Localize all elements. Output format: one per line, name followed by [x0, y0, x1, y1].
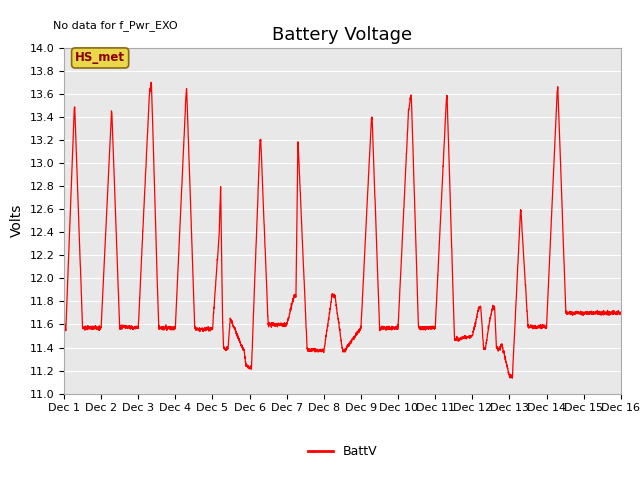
Text: HS_met: HS_met: [75, 51, 125, 64]
Legend: BattV: BattV: [303, 440, 382, 463]
Text: No data for f_Pwr_EXO: No data for f_Pwr_EXO: [53, 20, 177, 31]
Y-axis label: Volts: Volts: [10, 204, 24, 238]
Title: Battery Voltage: Battery Voltage: [273, 25, 412, 44]
